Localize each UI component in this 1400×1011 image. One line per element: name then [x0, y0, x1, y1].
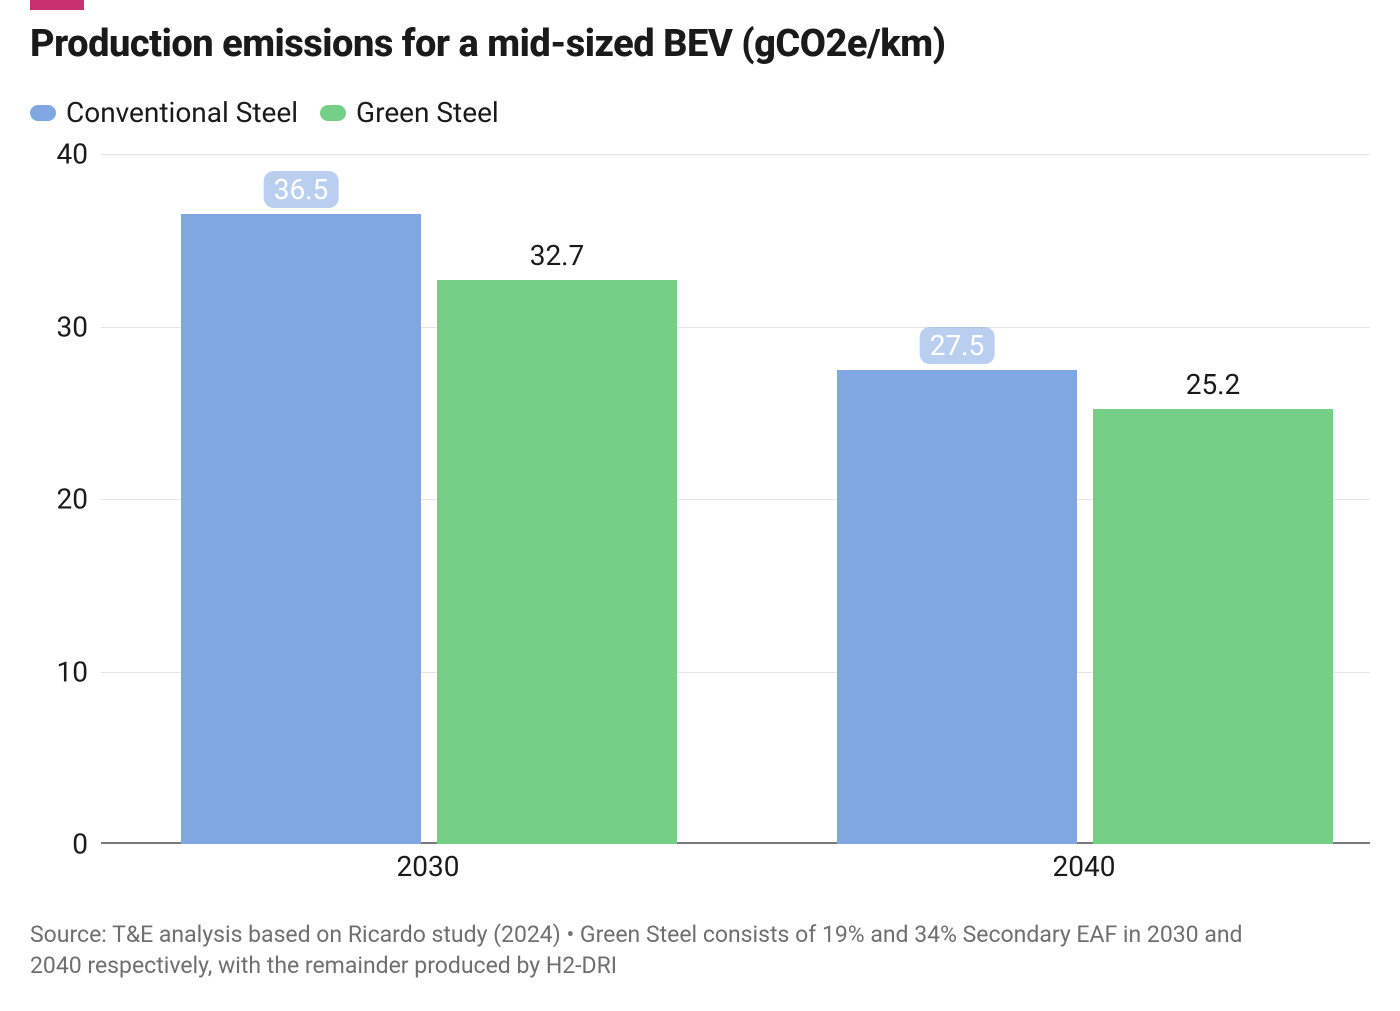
chart-page: Production emissions for a mid-sized BEV… — [0, 0, 1400, 1011]
legend-item-green-steel: Green Steel — [320, 96, 499, 129]
y-tick-label: 20 — [57, 483, 88, 516]
y-axis: 010203040 — [30, 154, 100, 884]
x-tick-label: 2030 — [397, 850, 460, 883]
bar — [437, 280, 677, 844]
legend-swatch-green-steel — [320, 105, 346, 121]
y-tick-label: 0 — [72, 828, 88, 861]
plot-area: 36.5 32.7 27.5 25.2 — [100, 154, 1370, 844]
source-footnote: Source: T&E analysis based on Ricardo st… — [30, 919, 1260, 981]
chart-area: 010203040 36.532.727.525.2 20302040 — [30, 154, 1370, 884]
y-tick-label: 40 — [57, 138, 88, 171]
bar — [181, 214, 421, 844]
chart-title: Production emissions for a mid-sized BEV… — [30, 22, 1370, 66]
y-tick-label: 10 — [57, 655, 88, 688]
legend: Conventional Steel Green Steel — [30, 96, 499, 129]
accent-bar — [30, 0, 84, 10]
gridline — [101, 154, 1370, 155]
bar-value-label: 32.7 — [520, 237, 595, 274]
x-axis-labels: 2030 2040 — [100, 844, 1370, 884]
legend-swatch-conventional-steel — [30, 105, 56, 121]
bar — [837, 370, 1077, 844]
bar-value-label: 36.5 — [264, 171, 339, 208]
legend-item-conventional-steel: Conventional Steel — [30, 96, 298, 129]
bar-value-label: 25.2 — [1176, 366, 1251, 403]
legend-label-green-steel: Green Steel — [356, 96, 499, 129]
legend-label-conventional-steel: Conventional Steel — [66, 96, 298, 129]
bar-value-label: 27.5 — [920, 327, 995, 364]
bar — [1093, 409, 1333, 844]
y-tick-label: 30 — [57, 310, 88, 343]
x-tick-label: 2040 — [1053, 850, 1116, 883]
